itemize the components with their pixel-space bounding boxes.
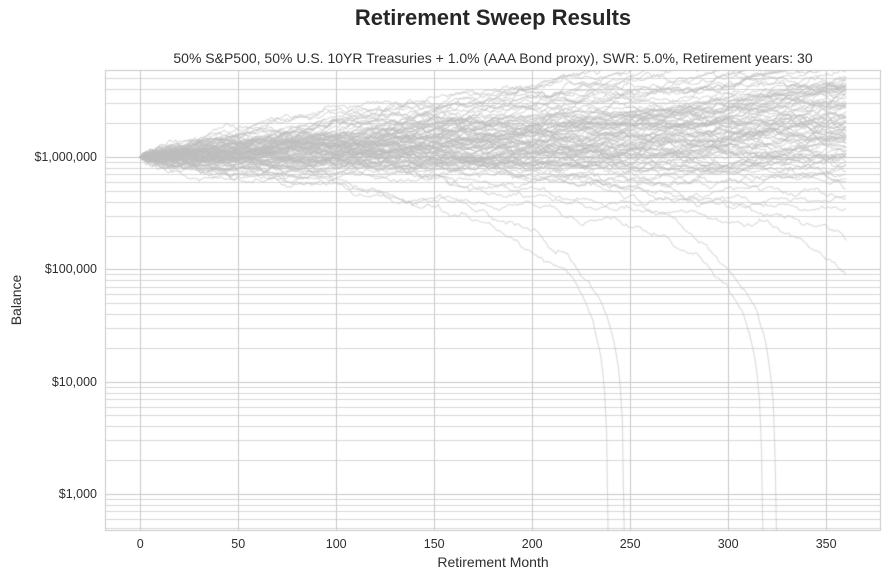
x-tick-label: 0	[136, 537, 144, 551]
x-tick-label: 250	[619, 537, 641, 551]
y-tick-label: $10,000	[51, 374, 97, 389]
x-tick-label: 300	[717, 537, 739, 551]
chart-title: Retirement Sweep Results	[354, 5, 632, 30]
y-axis-label: Balance	[8, 274, 24, 326]
y-tick-label: $100,000	[44, 262, 97, 277]
x-tick-label: 50	[231, 537, 246, 551]
x-tick-label: 100	[325, 537, 347, 551]
chart-subtitle: 50% S&P500, 50% U.S. 10YR Treasuries + 1…	[173, 50, 813, 66]
y-tick-label: $1,000	[58, 486, 97, 501]
y-tick-label: $1,000,000	[34, 149, 97, 164]
x-tick-label: 200	[521, 537, 543, 551]
x-tick-label: 150	[423, 537, 445, 551]
x-axis-label: Retirement Month	[437, 554, 549, 570]
x-tick-label: 350	[815, 537, 837, 551]
